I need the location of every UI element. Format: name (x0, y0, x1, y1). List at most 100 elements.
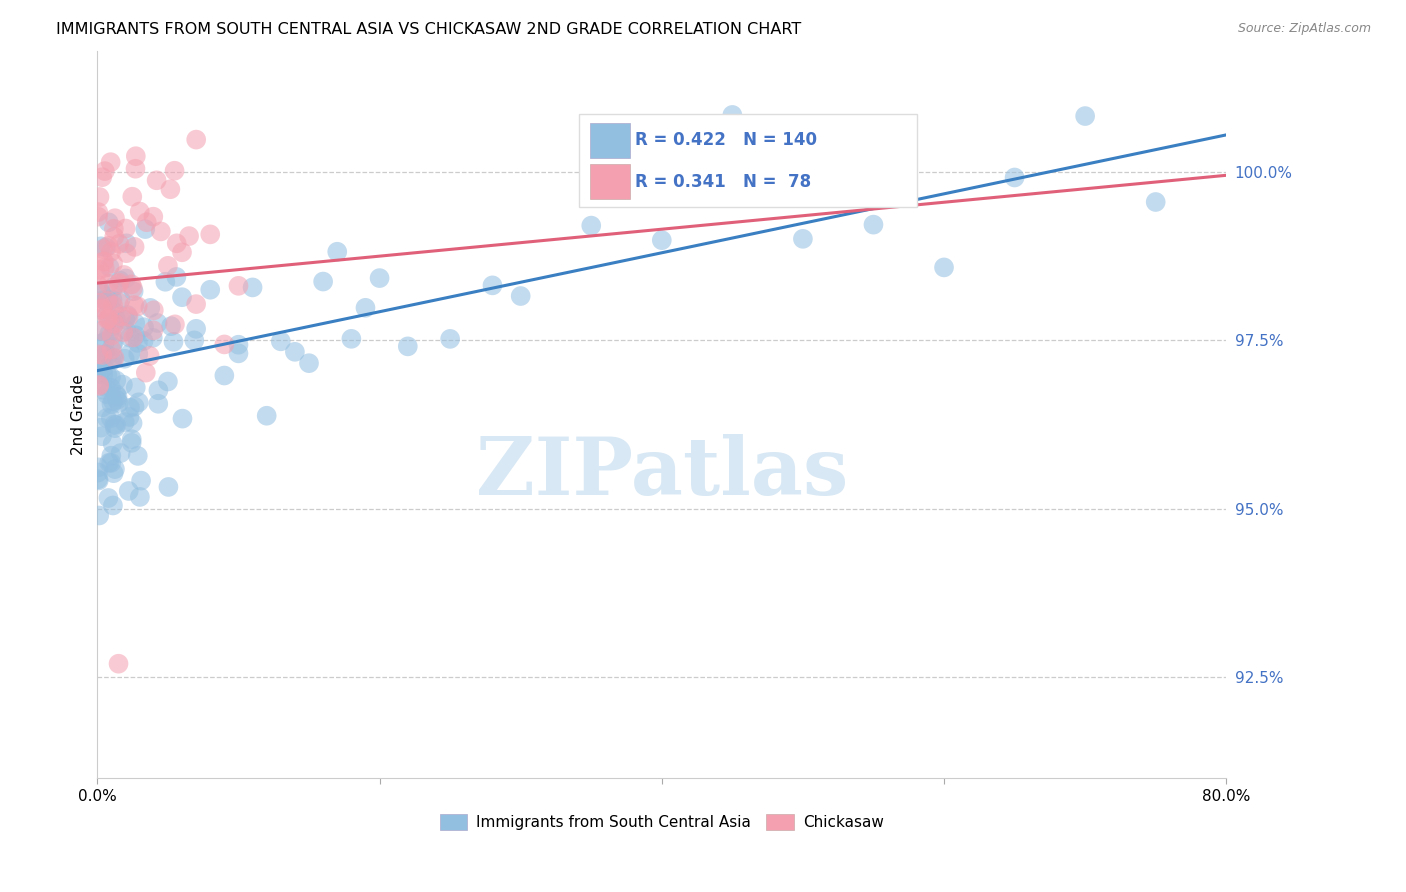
Point (128, 204, 150, 219)
Point (165, 269, 187, 284)
Point (298, 356, 321, 370)
Point (105, 373, 128, 387)
Point (89, 362, 111, 376)
Point (103, 305, 125, 319)
Point (87, 210, 110, 224)
Point (94, 347, 117, 361)
Text: R = 0.341   N =  78: R = 0.341 N = 78 (636, 172, 811, 191)
Point (114, 351, 136, 366)
Point (103, 334, 125, 349)
Point (284, 344, 307, 359)
Point (228, 346, 250, 360)
Point (87, 379, 110, 393)
Point (89, 295, 111, 310)
Point (100, 411, 122, 425)
Point (142, 331, 165, 345)
Point (107, 657, 129, 671)
Point (146, 316, 169, 330)
Point (93, 254, 115, 268)
Point (103, 351, 125, 365)
Point (112, 268, 135, 282)
Point (87, 324, 110, 338)
Point (121, 432, 143, 446)
Point (326, 244, 349, 259)
Point (118, 401, 141, 415)
Point (509, 289, 531, 303)
Point (120, 346, 142, 360)
Point (101, 436, 124, 450)
Point (98, 456, 121, 470)
Point (581, 219, 603, 233)
Point (93, 260, 115, 275)
Point (129, 474, 152, 488)
Point (163, 318, 186, 332)
Text: ZIPatlas: ZIPatlas (475, 434, 848, 512)
Point (91, 429, 114, 443)
Point (93, 360, 115, 375)
Point (135, 215, 157, 229)
Point (104, 211, 127, 226)
Point (104, 421, 127, 435)
Point (101, 256, 124, 270)
Point (100, 456, 122, 470)
Point (91, 400, 114, 414)
Point (103, 317, 125, 331)
Point (148, 397, 170, 411)
Point (127, 335, 149, 350)
Point (97, 293, 120, 307)
Point (228, 337, 250, 351)
Point (1144, 194, 1167, 209)
Point (101, 394, 124, 409)
Point (129, 490, 152, 504)
Point (110, 293, 132, 307)
Y-axis label: 2nd Grade: 2nd Grade (72, 374, 86, 455)
Point (96, 293, 118, 308)
Point (100, 343, 122, 357)
Point (122, 285, 145, 299)
Point (91, 348, 114, 362)
Point (96, 387, 118, 401)
Point (172, 411, 194, 425)
Point (142, 210, 165, 224)
Point (97, 348, 120, 362)
Point (651, 233, 673, 247)
Point (90, 239, 112, 253)
Point (481, 278, 503, 293)
Point (115, 246, 138, 260)
Point (177, 229, 200, 244)
Point (89, 262, 111, 277)
Point (103, 351, 125, 365)
Point (134, 320, 156, 334)
Point (107, 390, 129, 404)
Point (89, 190, 111, 204)
Point (270, 334, 292, 349)
Point (115, 236, 138, 251)
Point (124, 316, 146, 330)
Point (135, 366, 157, 380)
Point (162, 334, 184, 349)
Point (101, 339, 124, 353)
Point (186, 132, 208, 146)
Point (128, 395, 150, 409)
Point (439, 332, 461, 346)
Point (87, 377, 110, 392)
Point (148, 384, 170, 398)
Point (312, 275, 335, 289)
Point (97, 311, 120, 326)
Point (108, 276, 131, 290)
Point (101, 293, 124, 307)
Point (91, 324, 114, 338)
Point (91, 242, 114, 256)
Point (87, 347, 110, 361)
Point (118, 409, 141, 424)
Point (242, 280, 264, 294)
Point (124, 298, 146, 312)
Point (121, 435, 143, 450)
Point (340, 332, 363, 346)
Point (103, 279, 125, 293)
Point (118, 330, 141, 344)
Point (93, 293, 115, 307)
Point (104, 462, 127, 476)
Point (112, 325, 135, 339)
Point (111, 377, 134, 392)
